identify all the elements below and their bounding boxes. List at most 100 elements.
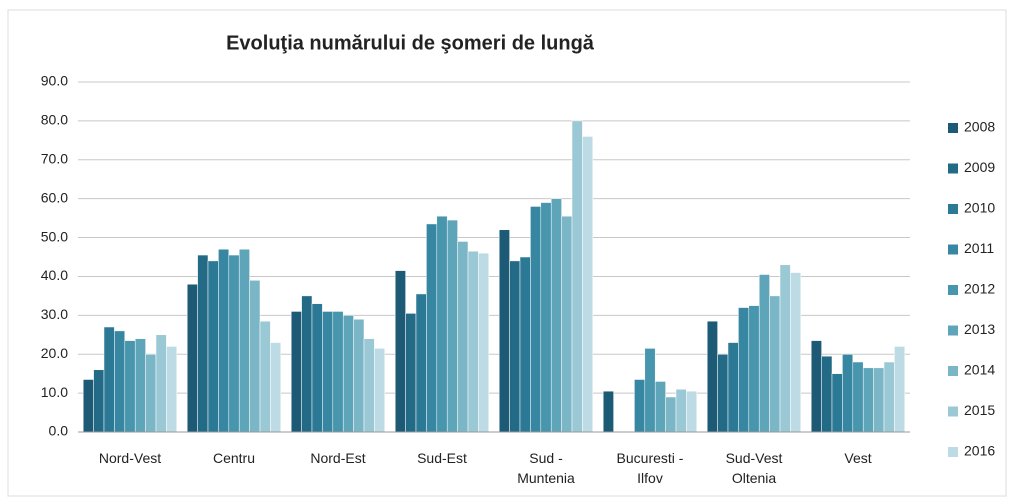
x-tick-label: Sud-Vest Oltenia — [725, 450, 783, 486]
legend-swatch — [948, 163, 958, 174]
legend-label: 2009 — [964, 159, 995, 175]
bar — [228, 254, 240, 433]
bar — [852, 361, 864, 433]
bar — [561, 215, 573, 433]
bar — [405, 313, 417, 433]
bar — [478, 252, 490, 433]
bar — [186, 283, 198, 433]
x-tick-label: Bucuresti - Ilfov — [616, 450, 684, 486]
bar — [727, 342, 739, 433]
bar — [311, 303, 323, 433]
bar — [342, 315, 354, 433]
bar — [93, 369, 105, 433]
bar — [322, 311, 334, 433]
bar — [738, 307, 750, 433]
bar — [582, 136, 594, 433]
bar — [571, 120, 583, 433]
bar — [197, 254, 209, 433]
bar — [509, 260, 521, 433]
bar — [238, 248, 250, 433]
bar — [270, 342, 282, 433]
y-tick-label: 80.0 — [41, 112, 68, 128]
legend-swatch — [948, 447, 958, 457]
y-tick-label: 90.0 — [41, 73, 68, 89]
bar — [467, 250, 479, 433]
bar — [675, 388, 687, 433]
bar — [436, 215, 448, 433]
bar — [894, 346, 906, 433]
bar — [426, 223, 438, 433]
bar — [415, 293, 427, 433]
bar — [218, 248, 230, 433]
bar — [779, 264, 791, 433]
legend-label: 2011 — [964, 240, 994, 256]
bar — [717, 353, 729, 433]
chart-title: Evoluţia numărului de şomeri de lungă — [226, 32, 595, 54]
x-tick-label: Centru — [212, 450, 256, 466]
legend-swatch — [948, 366, 958, 376]
bar — [114, 330, 126, 433]
bar — [634, 379, 646, 433]
bar — [862, 367, 874, 433]
legend-swatch — [948, 406, 958, 417]
bar — [145, 353, 157, 433]
bar — [769, 295, 781, 433]
y-tick-label: 70.0 — [41, 150, 68, 166]
x-tick-label: Sud-Est — [417, 450, 467, 466]
bar — [686, 390, 698, 433]
bar — [394, 270, 406, 433]
y-tick-label: 40.0 — [41, 267, 68, 283]
y-tick-label: 20.0 — [41, 345, 68, 361]
y-tick-label: 0.0 — [49, 423, 69, 439]
bar — [259, 320, 271, 433]
bar — [457, 241, 469, 433]
bar — [249, 280, 261, 433]
legend-label: 2013 — [964, 321, 995, 337]
legend-swatch — [948, 285, 958, 295]
legend-label: 2008 — [964, 119, 995, 135]
x-tick-label: Nord-Est — [310, 450, 366, 466]
bar — [155, 334, 167, 433]
legend-swatch — [948, 325, 958, 336]
y-tick-label: 50.0 — [41, 228, 68, 244]
bar — [124, 340, 136, 433]
bar — [374, 348, 386, 433]
x-tick-label: Nord-Vest — [98, 450, 162, 466]
bar — [842, 353, 854, 433]
x-tick-label: Vest — [844, 450, 872, 466]
bar — [498, 229, 510, 433]
legend-swatch — [948, 123, 958, 133]
bar — [134, 338, 146, 433]
legend-label: 2010 — [964, 200, 995, 216]
bar — [332, 311, 344, 433]
y-tick-label: 10.0 — [41, 384, 68, 400]
chart-border — [7, 9, 1007, 497]
bar — [758, 274, 770, 433]
bar — [166, 346, 178, 433]
legend-label: 2016 — [964, 443, 995, 459]
bar — [550, 198, 562, 433]
bar — [831, 373, 843, 433]
bar — [353, 318, 365, 433]
legend-swatch — [948, 244, 958, 255]
bar — [873, 367, 885, 433]
bar — [519, 256, 531, 433]
x-tick-label: Sud - Muntenia — [517, 450, 575, 486]
bar — [790, 272, 802, 433]
bar — [540, 202, 552, 433]
legend-label: 2014 — [964, 362, 995, 378]
bar — [446, 219, 458, 433]
bar — [644, 348, 656, 433]
bar — [748, 305, 760, 433]
bar — [883, 361, 895, 433]
bar — [602, 390, 614, 433]
bar — [810, 340, 822, 433]
bar — [706, 320, 718, 433]
bar — [207, 260, 219, 433]
bar — [654, 381, 666, 433]
bar — [665, 396, 677, 433]
legend-label: 2015 — [964, 402, 995, 418]
bar — [301, 295, 313, 433]
bar — [82, 379, 94, 433]
